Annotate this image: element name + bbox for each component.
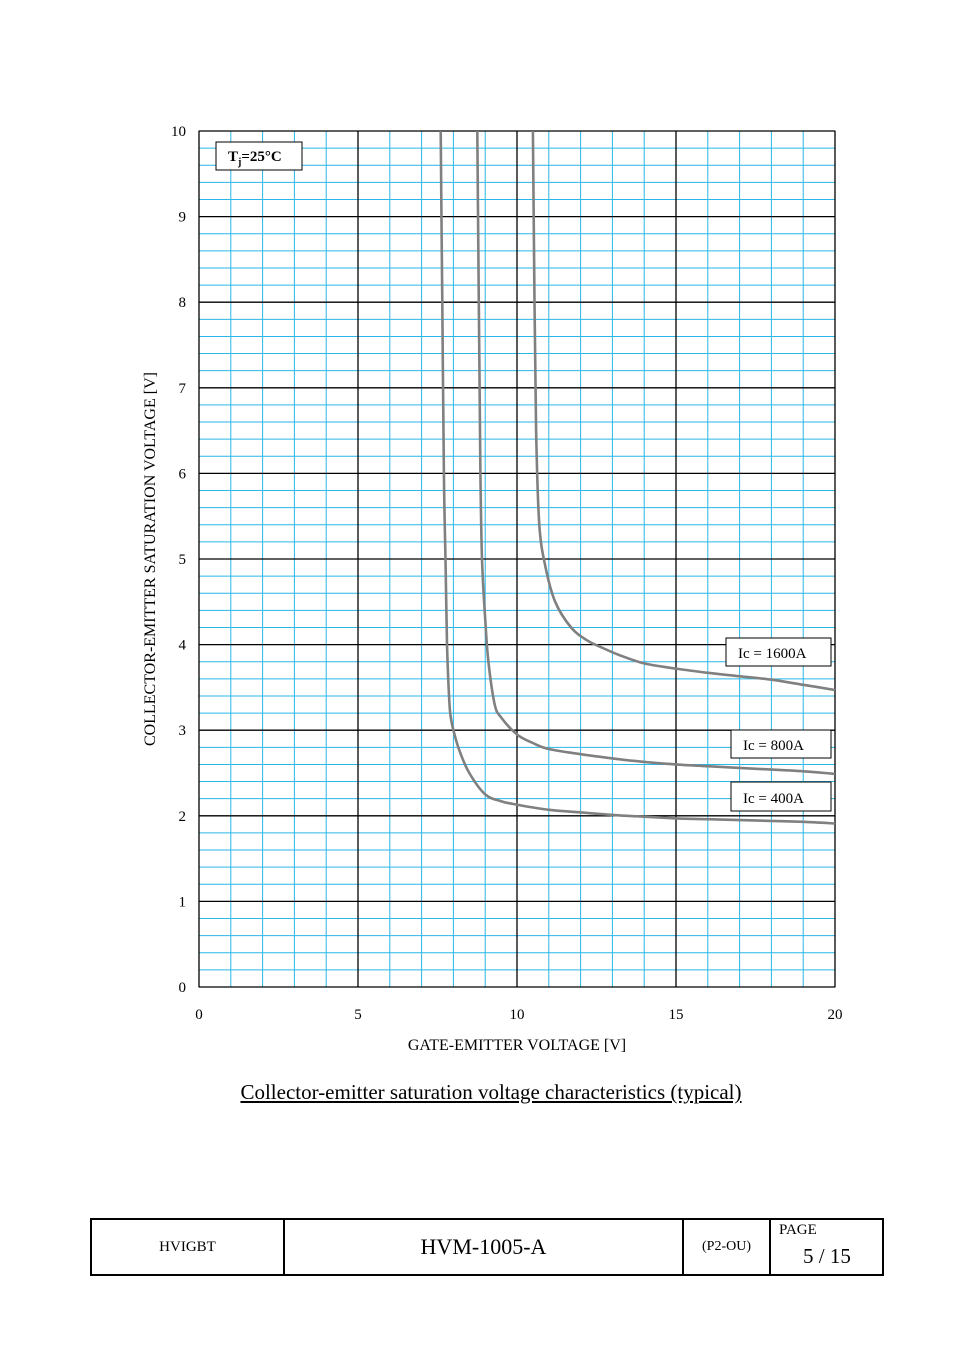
condition-main: T — [228, 149, 238, 165]
footer-page-number: 5 / 15 — [803, 1244, 851, 1268]
y-tick-label: 7 — [179, 381, 187, 397]
svg-text:Tj=25°C: Tj=25°C — [228, 149, 282, 168]
footer-page-cell: PAGE 5 / 15 — [771, 1220, 882, 1274]
series-label-800a-text: Ic = 800A — [743, 738, 804, 754]
series-label-400a: Ic = 400A — [730, 781, 832, 812]
condition-sub: j — [237, 157, 241, 168]
footer-doc-number: HVM-1005-A — [420, 1234, 547, 1259]
y-tick-label: 1 — [179, 894, 187, 910]
x-tick-label: 0 — [195, 1007, 203, 1023]
condition-rest: =25°C — [241, 149, 281, 165]
curve-ic-1600a — [531, 130, 836, 692]
x-tick-labels: 0 5 10 15 20 — [195, 1007, 842, 1023]
y-tick-label: 2 — [179, 809, 187, 825]
x-tick-label: 20 — [828, 1007, 843, 1023]
y-tick-labels: 0 1 2 3 4 5 6 7 8 9 10 — [171, 124, 187, 996]
y-tick-label: 5 — [179, 552, 187, 568]
x-tick-label: 5 — [354, 1007, 362, 1023]
chart-caption: Collector-emitter saturation voltage cha… — [240, 1080, 742, 1104]
footer-doc-cell: HVM-1005-A — [285, 1220, 684, 1274]
x-tick-label: 15 — [669, 1007, 684, 1023]
series-label-1600a-text: Ic = 1600A — [738, 646, 807, 662]
y-tick-label: 0 — [179, 980, 187, 996]
footer-table: HVIGBT HVM-1005-A (P2-OU) PAGE 5 / 15 — [90, 1218, 884, 1276]
y-tick-label: 4 — [179, 638, 187, 654]
curve-ic-400a — [439, 130, 836, 825]
y-tick-label: 10 — [171, 124, 186, 140]
footer-page-label: PAGE — [779, 1222, 817, 1238]
y-tick-label: 8 — [179, 295, 187, 311]
footer-code: (P2-OU) — [702, 1239, 751, 1254]
plot-frame — [198, 130, 836, 988]
y-tick-label: 9 — [179, 210, 187, 226]
y-tick-label: 3 — [179, 723, 187, 739]
footer-product-cell: HVIGBT — [92, 1220, 285, 1274]
footer-code-cell: (P2-OU) — [684, 1220, 771, 1274]
y-tick-label: 6 — [179, 466, 187, 482]
curve-ic-800a — [476, 130, 836, 776]
condition-box: Tj=25°C — [215, 141, 303, 171]
chart-area: 0 5 10 15 20 0 1 2 3 4 5 6 7 8 9 10 Tj=25°C Ic = 1600A… — [142, 124, 843, 1054]
series-label-1600a: Ic = 1600A — [725, 637, 832, 667]
x-tick-label: 10 — [510, 1007, 525, 1023]
series-label-400a-text: Ic = 400A — [743, 791, 804, 807]
x-axis-label: GATE-EMITTER VOLTAGE [V] — [408, 1037, 626, 1054]
series-label-800a: Ic = 800A — [730, 729, 832, 759]
curves — [439, 130, 836, 825]
y-axis-label: COLLECTOR-EMITTER SATURATION VOLTAGE [V] — [142, 372, 159, 746]
footer-product: HVIGBT — [159, 1238, 216, 1255]
